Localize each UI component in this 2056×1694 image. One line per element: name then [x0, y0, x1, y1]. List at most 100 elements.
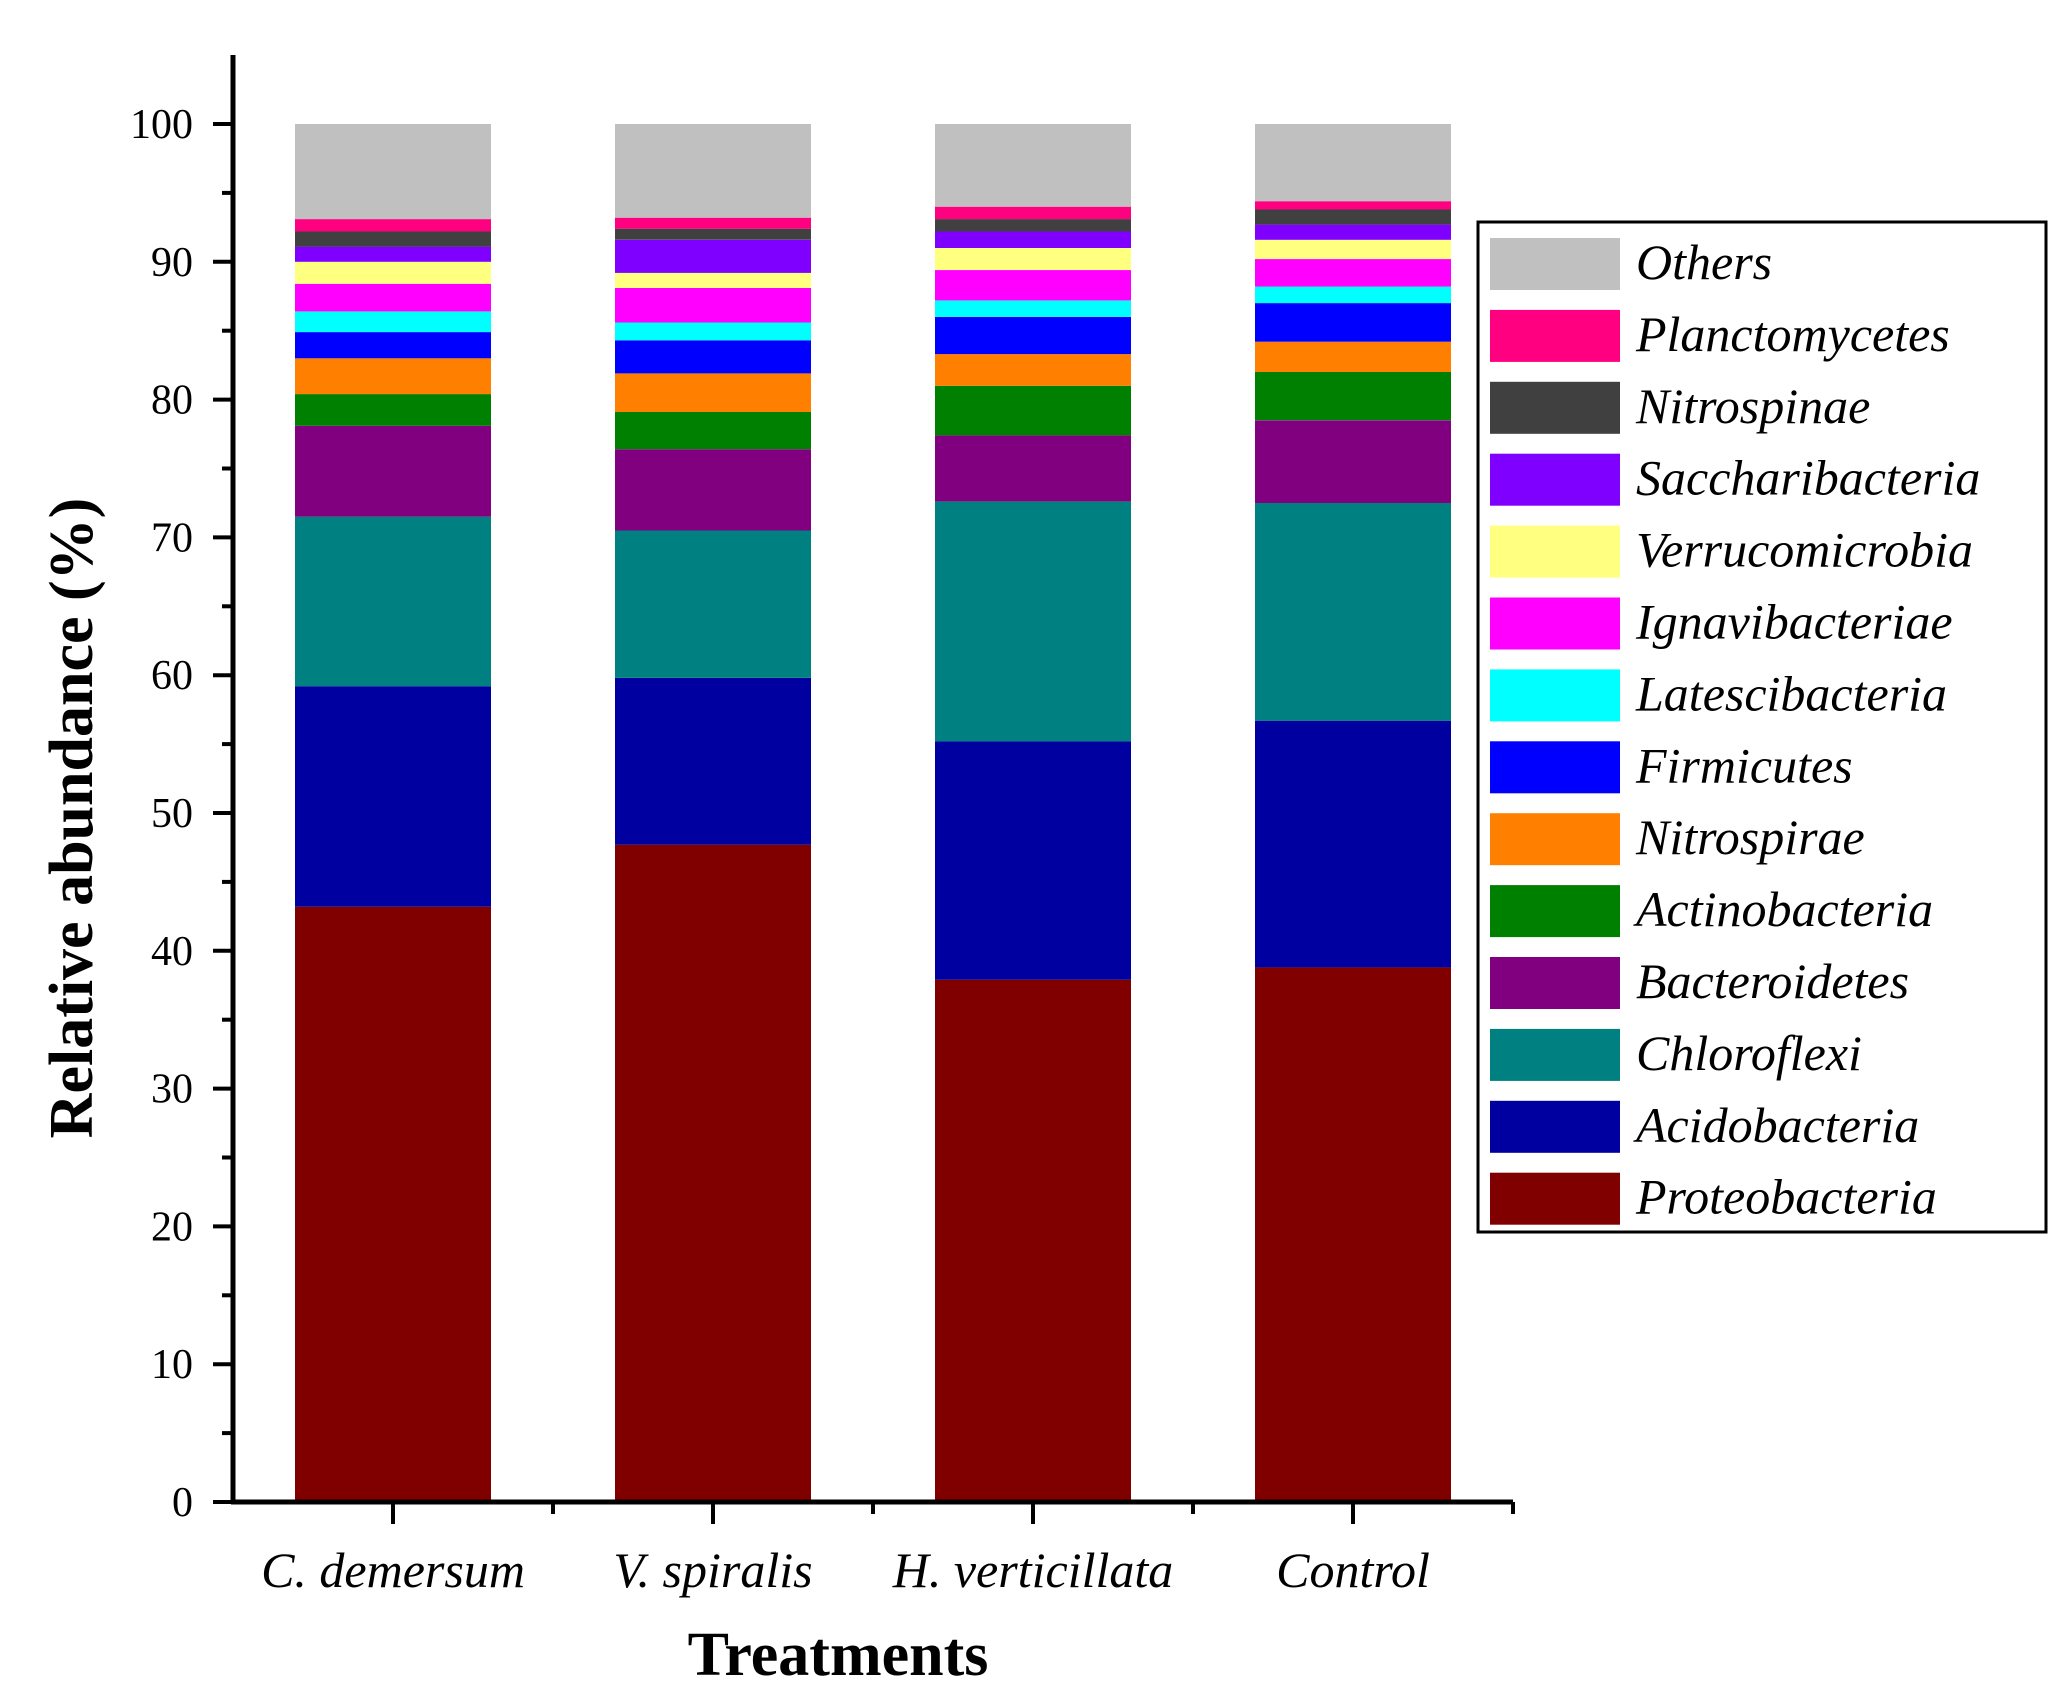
bar-segment-nitrospirae-1	[615, 373, 811, 412]
bar-segment-nitrospirae-3	[1255, 341, 1451, 372]
bar-segment-verrucomicrobia-3	[1255, 239, 1451, 260]
legend-swatch-proteobacteria	[1490, 1172, 1620, 1225]
bar-segment-chloroflexi-2	[935, 501, 1131, 742]
legend-swatch-chloroflexi	[1490, 1028, 1620, 1081]
legend-swatch-saccharibacteria	[1490, 453, 1620, 506]
bar-segment-nitrospirae-0	[295, 358, 491, 395]
legend-swatch-nitrospinae	[1490, 381, 1620, 434]
legend-swatch-ignavibacteriae	[1490, 597, 1620, 650]
y-tick-label: 30	[151, 1067, 193, 1113]
x-category-label: Control	[1276, 1542, 1430, 1598]
bar-segment-acidobacteria-2	[935, 741, 1131, 980]
legend-label-firmicutes: Firmicutes	[1635, 737, 1853, 793]
legend-swatch-actinobacteria	[1490, 885, 1620, 938]
bar-segment-firmicutes-2	[935, 316, 1131, 355]
legend-swatch-verrucomicrobia	[1490, 525, 1620, 578]
legend-label-actinobacteria: Actinobacteria	[1633, 881, 1933, 937]
bar-segment-chloroflexi-0	[295, 516, 491, 687]
bar-segment-saccharibacteria-0	[295, 246, 491, 262]
x-axis-title: Treatments	[688, 1621, 989, 1689]
y-tick-labels: 0 10 20 30 40 50 60 70 80 90 100	[130, 102, 193, 1526]
legend-label-nitrospirae: Nitrospirae	[1635, 809, 1865, 865]
bars-group	[295, 124, 1451, 1502]
bar-segment-others-3	[1255, 124, 1451, 202]
legend-swatch-acidobacteria	[1490, 1100, 1620, 1153]
bar-segment-chloroflexi-1	[615, 530, 811, 678]
y-tick-label: 50	[151, 791, 193, 837]
legend-swatch-others	[1490, 238, 1620, 290]
bar-segment-planctomycetes-2	[935, 206, 1131, 220]
bar-segment-others-1	[615, 124, 811, 218]
bar-segment-actinobacteria-1	[615, 412, 811, 450]
legend-label-chloroflexi: Chloroflexi	[1636, 1025, 1862, 1081]
bar-segment-verrucomicrobia-2	[935, 248, 1131, 270]
bar-segment-firmicutes-3	[1255, 303, 1451, 342]
x-category-label: C. demersum	[261, 1542, 525, 1598]
x-category-label: V. spiralis	[613, 1542, 812, 1598]
bar-segment-proteobacteria-0	[295, 906, 491, 1502]
legend-swatch-nitrospirae	[1490, 813, 1620, 866]
bar-segment-ignavibacteriae-3	[1255, 259, 1451, 287]
bar-segment-chloroflexi-3	[1255, 503, 1451, 721]
bar-segment-saccharibacteria-2	[935, 231, 1131, 248]
bar-segment-saccharibacteria-1	[615, 239, 811, 273]
y-tick-label: 100	[130, 102, 193, 148]
y-tick-label: 0	[172, 1480, 193, 1526]
legend-label-latescibacteria: Latescibacteria	[1635, 665, 1947, 721]
bar-segment-bacteroidetes-2	[935, 435, 1131, 502]
bar-segment-bacteroidetes-3	[1255, 420, 1451, 503]
y-tick-label: 10	[151, 1342, 193, 1388]
legend-label-bacteroidetes: Bacteroidetes	[1636, 953, 1909, 1009]
y-tick-label: 60	[151, 653, 193, 699]
legend-label-saccharibacteria: Saccharibacteria	[1636, 450, 1980, 506]
bar-segment-firmicutes-1	[615, 340, 811, 374]
bar-segment-ignavibacteriae-0	[295, 283, 491, 312]
legend-label-verrucomicrobia: Verrucomicrobia	[1636, 522, 1973, 578]
legend-label-ignavibacteriae: Ignavibacteriae	[1635, 594, 1953, 650]
bar-segment-others-0	[295, 124, 491, 220]
bar-segment-proteobacteria-3	[1255, 967, 1451, 1502]
bar-segment-others-2	[935, 124, 1131, 207]
legend-swatch-bacteroidetes	[1490, 957, 1620, 1009]
bar-segment-verrucomicrobia-0	[295, 261, 491, 284]
bar-segment-planctomycetes-1	[615, 217, 811, 229]
bar-segment-latescibacteria-0	[295, 311, 491, 333]
bar-segment-bacteroidetes-1	[615, 449, 811, 531]
y-tick-label: 80	[151, 378, 193, 424]
x-category-label: H. verticillata	[892, 1542, 1174, 1598]
bar-segment-acidobacteria-1	[615, 678, 811, 845]
x-tick-labels: C. demersum V. spiralis H. verticillata Con…	[261, 1542, 1430, 1598]
legend-label-proteobacteria: Proteobacteria	[1635, 1169, 1937, 1225]
bar-segment-actinobacteria-3	[1255, 372, 1451, 421]
bar-segment-acidobacteria-0	[295, 686, 491, 907]
legend-swatch-firmicutes	[1490, 741, 1620, 794]
y-tick-label: 20	[151, 1204, 193, 1250]
bar-segment-nitrospirae-2	[935, 354, 1131, 386]
bar-segment-firmicutes-0	[295, 332, 491, 359]
legend-label-acidobacteria: Acidobacteria	[1633, 1097, 1919, 1153]
bar-segment-verrucomicrobia-1	[615, 272, 811, 288]
bar-segment-latescibacteria-1	[615, 322, 811, 341]
bar-segment-actinobacteria-0	[295, 394, 491, 426]
legend-swatch-planctomycetes	[1490, 309, 1620, 362]
bar-segment-proteobacteria-2	[935, 979, 1131, 1502]
y-tick-label: 70	[151, 515, 193, 561]
y-tick-label: 90	[151, 240, 193, 286]
legend-label-planctomycetes: Planctomycetes	[1635, 306, 1950, 362]
bar-segment-proteobacteria-1	[615, 844, 811, 1502]
bar-segment-ignavibacteriae-1	[615, 288, 811, 323]
legend-label-nitrospinae: Nitrospinae	[1635, 378, 1870, 434]
bar-segment-nitrospinae-3	[1255, 209, 1451, 225]
y-axis-title: Relative abundance (%)	[38, 498, 106, 1139]
bar-segment-nitrospinae-2	[935, 219, 1131, 232]
legend-label-others: Others	[1636, 234, 1772, 290]
bar-segment-planctomycetes-3	[1255, 201, 1451, 210]
bar-segment-ignavibacteriae-2	[935, 270, 1131, 301]
bar-segment-bacteroidetes-0	[295, 425, 491, 517]
bar-segment-latescibacteria-2	[935, 300, 1131, 317]
bar-segment-latescibacteria-3	[1255, 286, 1451, 304]
bar-segment-planctomycetes-0	[295, 219, 491, 232]
legend: Others Planctomycetes Nitrospinae Saccharib…	[1476, 220, 2048, 1234]
y-tick-label: 40	[151, 929, 193, 975]
axes-group	[213, 55, 1515, 1524]
